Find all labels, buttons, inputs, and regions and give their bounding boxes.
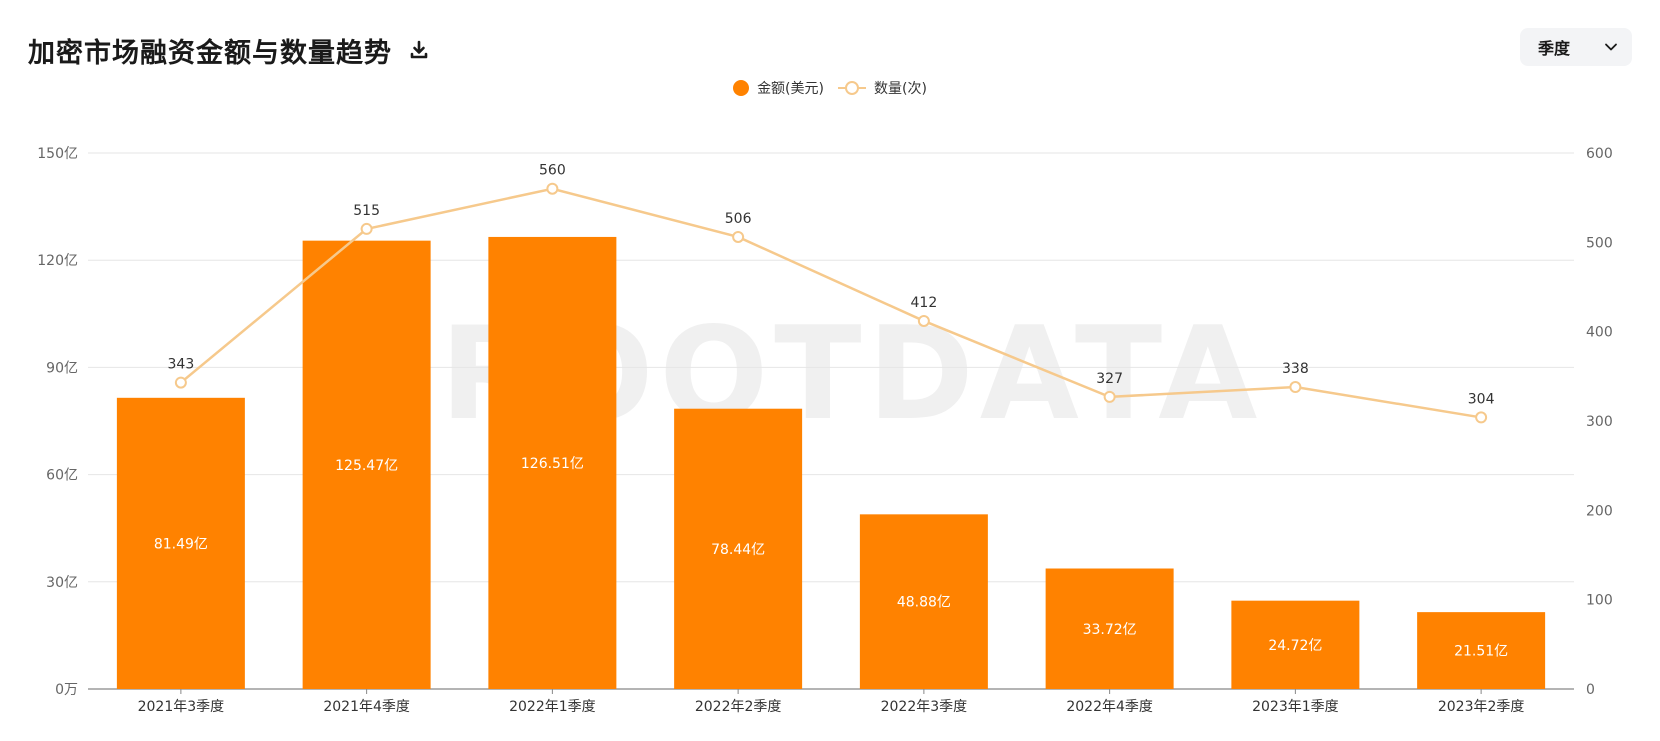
bar-value-label: 48.88亿 (897, 595, 951, 611)
period-select[interactable]: 季度 (1520, 28, 1632, 66)
download-icon[interactable] (406, 37, 432, 63)
x-tick-label: 2022年1季度 (509, 699, 596, 715)
count-line (180, 187, 1482, 419)
line-value-label: 412 (911, 295, 938, 311)
y-left-tick-label: 30亿 (46, 575, 78, 591)
line-point (174, 376, 187, 389)
legend-item-amount[interactable]: 金额(美元) (733, 78, 824, 98)
line-point (1289, 381, 1302, 394)
y-right-tick-label: 500 (1586, 235, 1613, 251)
bar-value-label: 126.51亿 (521, 456, 584, 472)
y-right-tick-label: 200 (1586, 503, 1613, 519)
chevron-down-icon (1605, 43, 1617, 51)
line-value-label: 506 (725, 211, 752, 227)
bar (488, 236, 617, 689)
y-left-tick-label: 120亿 (37, 253, 78, 269)
y-right-tick-label: 600 (1586, 146, 1613, 162)
y-left-tick-label: 150亿 (37, 146, 78, 162)
legend-line-marker (838, 80, 866, 96)
x-tick-label: 2023年2季度 (1438, 699, 1525, 715)
bar (859, 514, 988, 689)
line-point (360, 222, 373, 235)
bar (302, 240, 431, 689)
bar-value-label: 33.72亿 (1083, 622, 1137, 638)
x-tick-label: 2022年2季度 (695, 699, 782, 715)
x-tick-label: 2022年4季度 (1066, 699, 1153, 715)
y-right-tick-label: 400 (1586, 325, 1613, 341)
y-left-tick-label: 0万 (55, 682, 78, 698)
bar (674, 408, 803, 689)
period-select-value: 季度 (1538, 39, 1571, 58)
chart-header: 加密市场融资金额与数量趋势 (28, 28, 432, 72)
bar-value-label: 21.51亿 (1454, 644, 1508, 660)
x-tick-label: 2021年3季度 (138, 699, 225, 715)
line-value-label: 304 (1468, 391, 1495, 407)
bar (116, 397, 245, 689)
line-point (732, 230, 745, 243)
line-point (1103, 390, 1116, 403)
chart-title: 加密市场融资金额与数量趋势 (28, 37, 392, 69)
legend-item-count[interactable]: 数量(次) (838, 78, 927, 98)
x-tick-label: 2022年3季度 (881, 699, 968, 715)
bar (1417, 612, 1546, 689)
bar-value-label: 81.49亿 (154, 536, 208, 552)
bar-value-label: 125.47亿 (335, 458, 398, 474)
bar-value-label: 78.44亿 (711, 542, 765, 558)
y-left-tick-label: 90亿 (46, 360, 78, 376)
line-value-label: 515 (353, 203, 380, 219)
chart-legend: 金额(美元) 数量(次) (0, 78, 1660, 98)
y-right-tick-label: 300 (1586, 414, 1613, 430)
x-tick-label: 2021年4季度 (323, 699, 410, 715)
y-right-tick-label: 0 (1586, 682, 1595, 698)
line-value-label: 560 (539, 163, 566, 179)
legend-bar-marker (733, 80, 750, 96)
line-value-label: 343 (168, 357, 195, 373)
line-point (917, 314, 930, 327)
x-tick-label: 2023年1季度 (1252, 699, 1339, 715)
legend-label-count: 数量(次) (874, 81, 927, 97)
bar (1045, 568, 1174, 689)
bar (1231, 600, 1360, 689)
line-value-label: 327 (1096, 371, 1123, 387)
legend-label-amount: 金额(美元) (757, 81, 824, 97)
line-point (546, 182, 559, 195)
bar-value-label: 24.72亿 (1268, 638, 1322, 654)
y-left-tick-label: 60亿 (46, 468, 78, 484)
y-right-tick-label: 100 (1586, 593, 1613, 609)
line-point (1475, 411, 1488, 424)
line-value-label: 338 (1282, 361, 1309, 377)
